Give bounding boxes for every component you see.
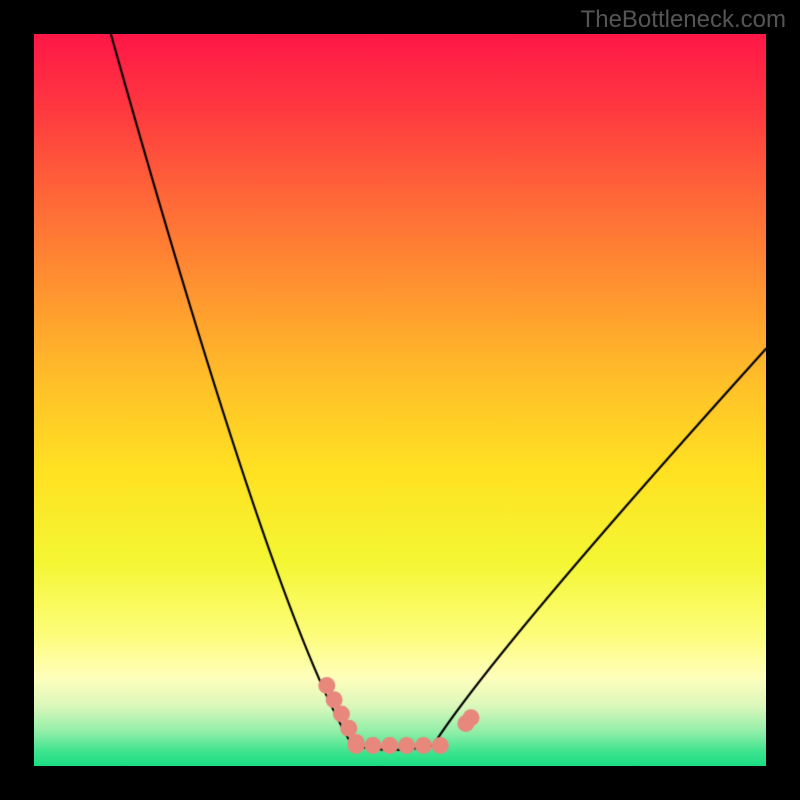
bottleneck-curve-chart (0, 0, 800, 800)
watermark-text: TheBottleneck.com (581, 6, 786, 34)
